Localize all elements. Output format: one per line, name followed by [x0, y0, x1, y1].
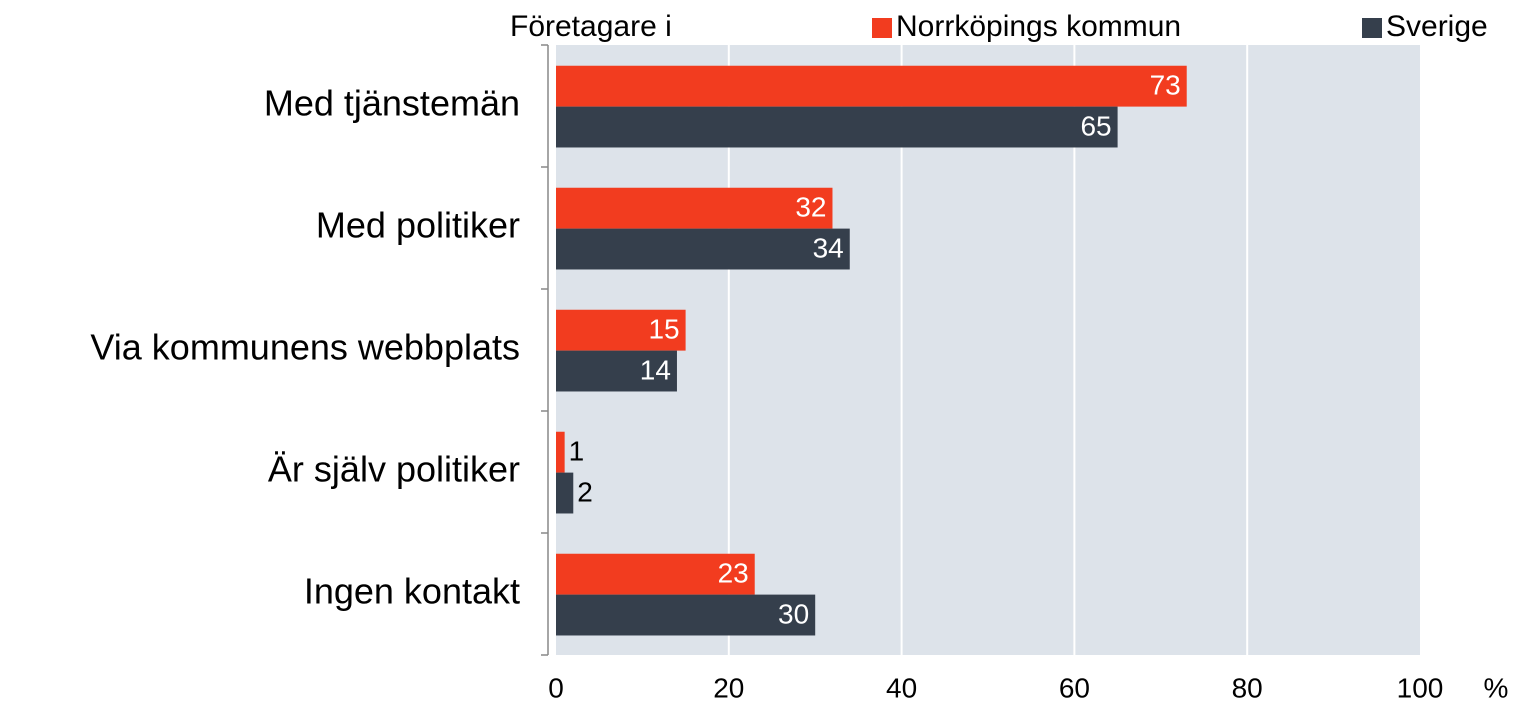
bar	[556, 65, 1187, 107]
bar	[556, 228, 850, 270]
y-tick-label: Ingen kontakt	[304, 571, 520, 612]
legend-swatch	[872, 18, 892, 38]
bar	[556, 309, 686, 351]
value-label: 23	[718, 558, 749, 589]
x-tick-label: 0	[548, 672, 564, 703]
value-label: 73	[1150, 70, 1181, 101]
value-label: 2	[577, 476, 593, 507]
y-tick-label: Med politiker	[316, 205, 520, 246]
value-label: 32	[795, 192, 826, 223]
legend-label: Norrköpings kommun	[896, 10, 1181, 43]
x-tick-label: 80	[1232, 672, 1263, 703]
bar	[556, 187, 833, 229]
bar	[556, 431, 565, 473]
bar	[556, 553, 755, 595]
x-tick-label: 100	[1397, 672, 1444, 703]
y-tick-label: Är själv politiker	[268, 449, 520, 490]
legend-title: Företagare i	[510, 10, 672, 43]
value-label: 14	[640, 354, 671, 385]
x-tick-label: 20	[713, 672, 744, 703]
bar	[556, 594, 816, 636]
value-label: 65	[1080, 110, 1111, 141]
x-axis-unit: %	[1484, 672, 1509, 703]
value-label: 30	[778, 598, 809, 629]
legend-label: Sverige	[1386, 10, 1488, 43]
bar	[556, 106, 1118, 148]
bar	[556, 472, 574, 514]
legend-swatch	[1362, 18, 1382, 38]
x-tick-label: 60	[1059, 672, 1090, 703]
y-tick-label: Med tjänstemän	[264, 83, 520, 124]
value-label: 15	[648, 314, 679, 345]
x-tick-label: 40	[886, 672, 917, 703]
value-label: 1	[569, 436, 585, 467]
value-label: 34	[813, 232, 844, 263]
bar	[556, 350, 677, 392]
y-tick-label: Via kommunens webbplats	[90, 327, 520, 368]
